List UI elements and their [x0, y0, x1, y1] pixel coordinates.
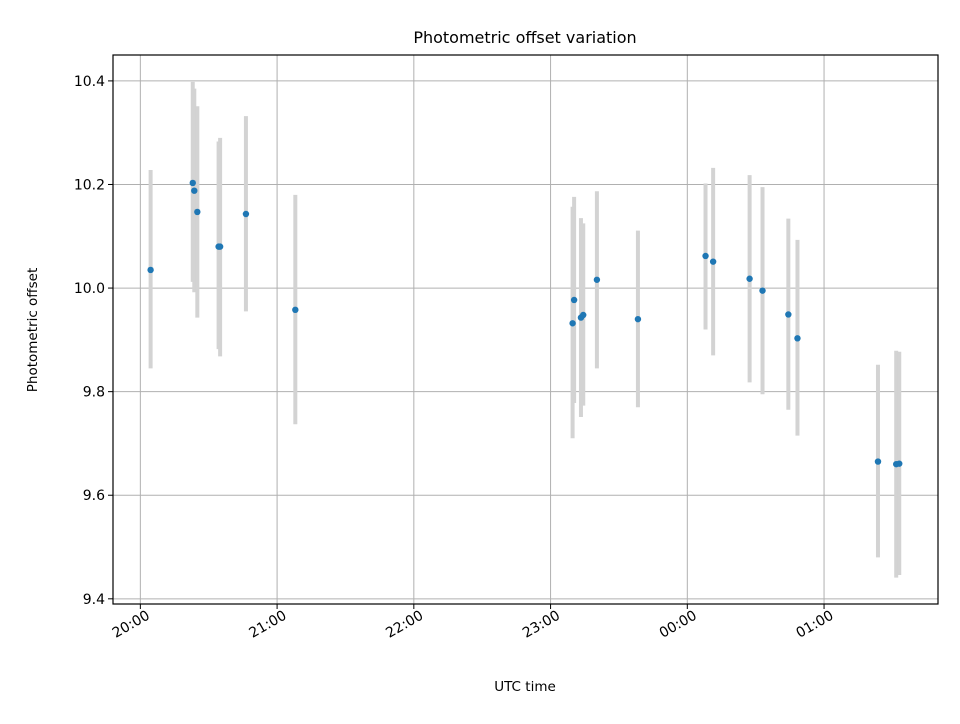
data-point	[242, 210, 250, 218]
y-tick-label: 9.4	[83, 592, 105, 608]
data-point	[147, 266, 154, 274]
data-point	[746, 275, 753, 282]
y-tick-label: 9.6	[83, 488, 105, 504]
data-point	[794, 335, 801, 342]
y-tick-label: 10.4	[74, 74, 105, 90]
data-point	[570, 296, 578, 304]
data-point	[593, 276, 601, 283]
grid	[113, 55, 938, 604]
data-point	[785, 311, 792, 318]
data-point	[216, 243, 224, 250]
y-tick-label: 10.2	[74, 177, 105, 193]
y-axis-ticks: 9.4 9.6 9.8 10.0 10.2 10.4	[74, 74, 113, 608]
data-point	[634, 315, 642, 323]
data-point	[189, 179, 196, 187]
x-axis-label: UTC time	[494, 679, 556, 695]
data-point	[194, 208, 201, 216]
y-axis-label: Photometric offset	[25, 268, 41, 392]
data-point	[759, 287, 766, 294]
y-tick-label: 9.8	[83, 385, 105, 401]
data-point	[896, 460, 903, 467]
data-point	[874, 458, 882, 465]
data-point	[702, 252, 709, 260]
plot-frame	[112, 54, 939, 605]
y-tick-label: 10.0	[74, 281, 105, 297]
data-point	[580, 311, 587, 319]
data-point	[191, 187, 198, 194]
data-point	[569, 320, 576, 327]
data-point	[709, 258, 717, 265]
chart-title: Photometric offset variation	[413, 28, 636, 47]
data-point	[292, 306, 299, 314]
data-points	[147, 179, 903, 468]
